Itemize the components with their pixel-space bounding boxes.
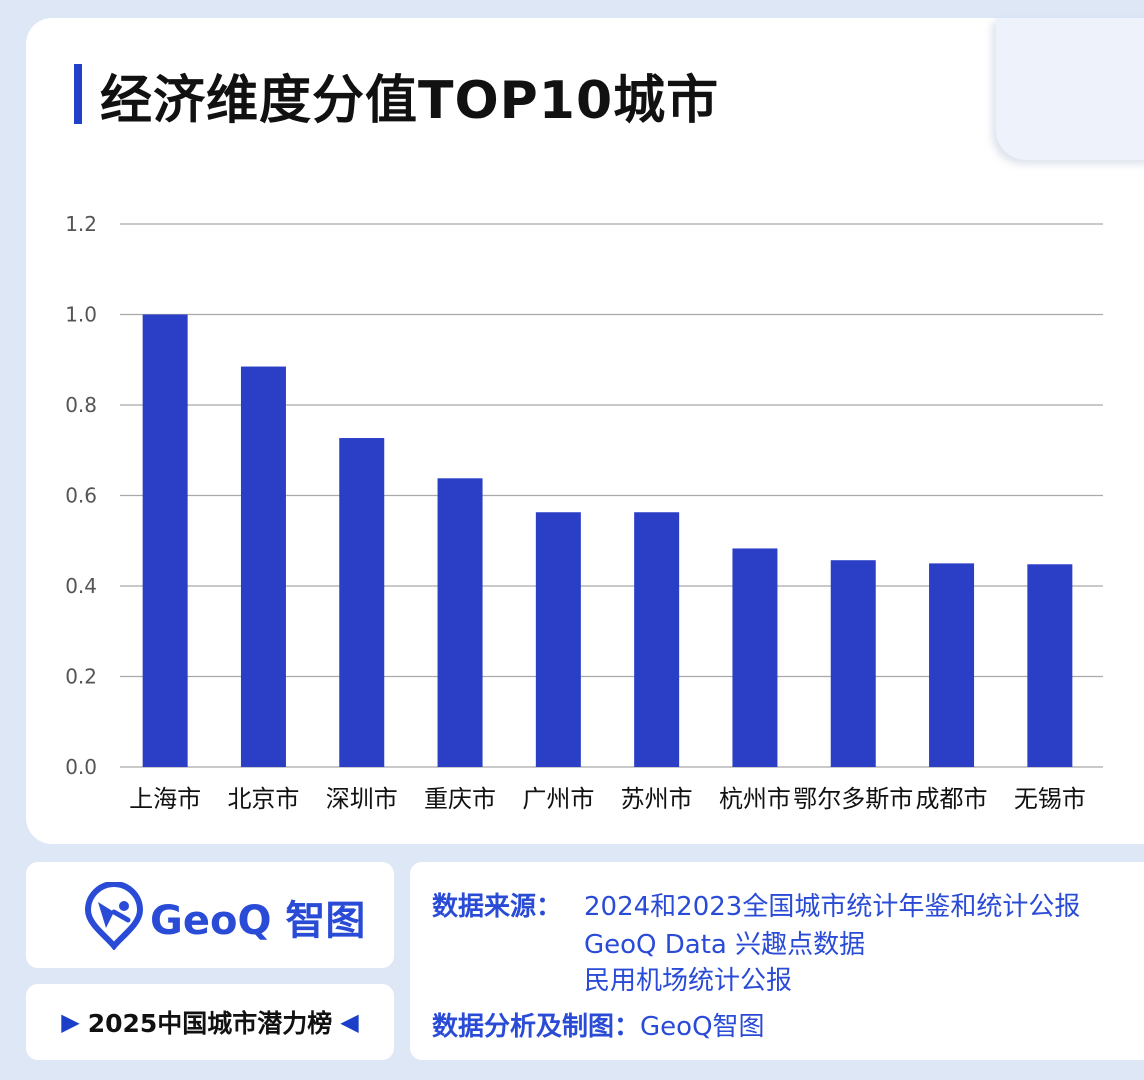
source-card: 数据来源： 2024和2023全国城市统计年鉴和统计公报 GeoQ Data 兴… bbox=[410, 862, 1144, 1060]
y-tick-label: 0.8 bbox=[65, 393, 97, 417]
logo-text: GeoQ 智图 bbox=[150, 898, 366, 944]
bar bbox=[634, 512, 680, 767]
chart-title: 经济维度分值TOP10城市 bbox=[100, 71, 720, 131]
y-tick-label: 0.2 bbox=[65, 665, 97, 689]
analysis-label: 数据分析及制图： bbox=[432, 1012, 641, 1042]
x-tick-label: 重庆市 bbox=[424, 785, 496, 813]
x-tick-label: 鄂尔多斯市 bbox=[793, 785, 913, 813]
y-tick-label: 0.4 bbox=[65, 574, 97, 598]
x-tick-label: 无锡市 bbox=[1014, 785, 1086, 813]
x-tick-label: 上海市 bbox=[129, 785, 201, 813]
y-tick-label: 1.2 bbox=[65, 212, 97, 236]
x-tick-label: 成都市 bbox=[916, 785, 988, 813]
y-tick-label: 0.6 bbox=[65, 484, 97, 508]
source-line: 民用机场统计公报 bbox=[584, 966, 793, 996]
ranking-banner: ▶ 2025中国城市潜力榜 ◀ bbox=[26, 984, 394, 1060]
bar bbox=[142, 314, 188, 767]
triangle-left-icon: ◀ bbox=[340, 1008, 359, 1036]
analysis-credit: 数据分析及制图：GeoQ智图 bbox=[432, 1006, 765, 1043]
title-accent-bar bbox=[74, 64, 82, 124]
bar bbox=[830, 560, 876, 767]
x-tick-label: 杭州市 bbox=[719, 785, 791, 813]
analysis-value: GeoQ智图 bbox=[640, 1012, 765, 1042]
source-line: 2024和2023全国城市统计年鉴和统计公报 bbox=[584, 892, 1081, 922]
bar bbox=[240, 366, 286, 767]
page-fold-corner bbox=[996, 18, 1144, 160]
x-tick-label: 深圳市 bbox=[326, 785, 398, 813]
x-tick-label: 广州市 bbox=[522, 785, 594, 813]
page-corner-bg bbox=[1000, 0, 1144, 18]
bar bbox=[1027, 564, 1073, 767]
y-tick-label: 0.0 bbox=[65, 755, 97, 779]
y-tick-label: 1.0 bbox=[65, 303, 97, 327]
triangle-right-icon: ▶ bbox=[61, 1008, 80, 1036]
logo-card: GeoQ 智图 bbox=[26, 862, 394, 968]
source-label: 数据来源： bbox=[432, 892, 563, 922]
geoq-pin-icon bbox=[84, 882, 144, 950]
bar bbox=[929, 563, 975, 767]
source-line: GeoQ Data 兴趣点数据 bbox=[584, 930, 866, 960]
bar bbox=[339, 438, 385, 767]
bar bbox=[437, 478, 483, 767]
bar-chart: 0.0 0.2 0.4 0.6 0.8 1.0 1.2 上海市 北京市 深圳市 重庆市 广州市 苏州市杭… bbox=[65, 212, 1103, 813]
x-tick-label: 北京市 bbox=[227, 785, 299, 813]
bar bbox=[535, 512, 581, 767]
ranking-label: 2025中国城市潜力榜 bbox=[87, 1009, 333, 1038]
x-tick-label: 苏州市 bbox=[621, 785, 693, 813]
bar bbox=[732, 548, 778, 767]
